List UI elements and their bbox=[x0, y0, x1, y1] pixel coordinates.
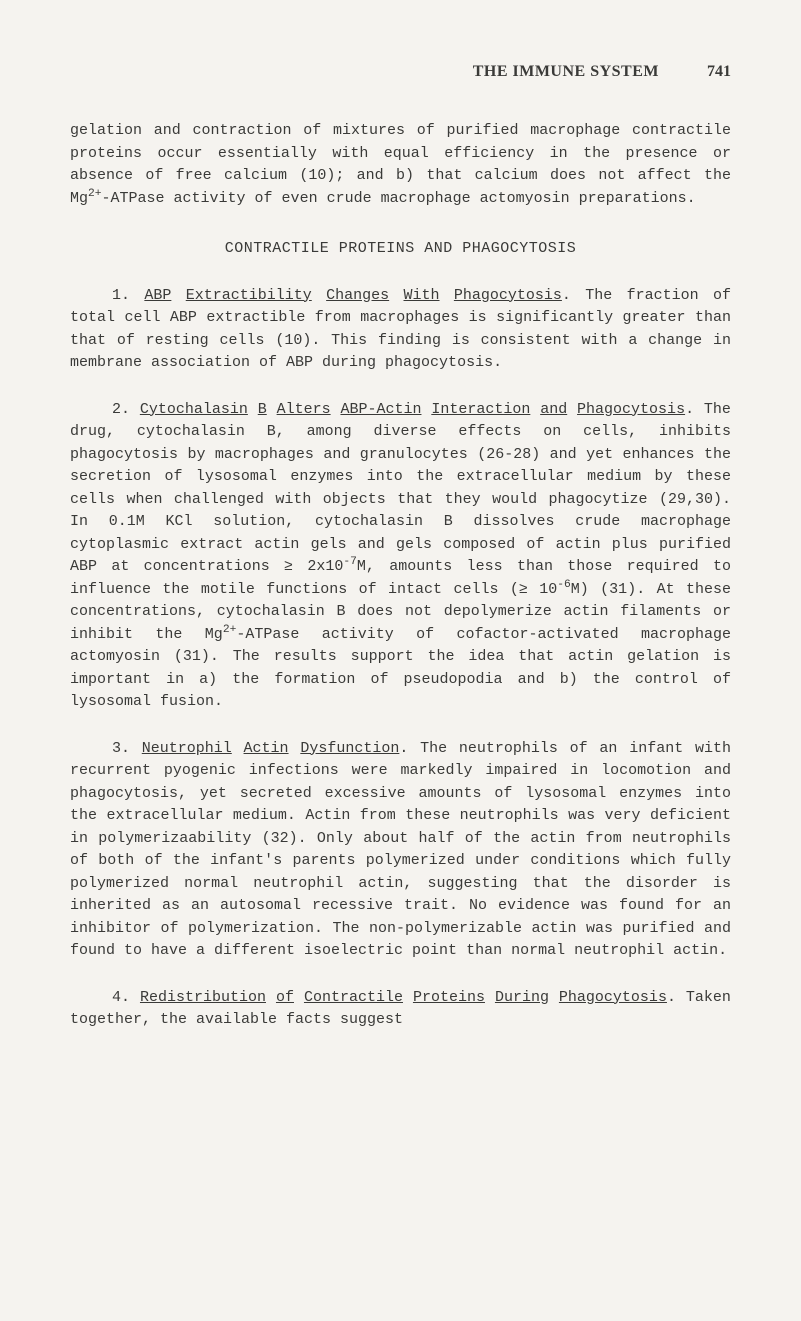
item-4-u2: of bbox=[276, 989, 294, 1006]
sp bbox=[289, 740, 301, 757]
item-2-u2: B bbox=[258, 401, 267, 418]
sp bbox=[421, 401, 431, 418]
item-1-u5: Phagocytosis bbox=[454, 287, 562, 304]
sp bbox=[232, 740, 244, 757]
item-1-u3: Changes bbox=[326, 287, 389, 304]
item-4-u6: Phagocytosis bbox=[559, 989, 667, 1006]
item-2-u7: Phagocytosis bbox=[577, 401, 685, 418]
page-number: 741 bbox=[707, 60, 731, 84]
item-2-u6: and bbox=[540, 401, 567, 418]
section-heading: CONTRACTILE PROTEINS AND PHAGOCYTOSIS bbox=[70, 238, 731, 261]
item-1-u1: ABP bbox=[144, 287, 171, 304]
sp bbox=[485, 989, 495, 1006]
item-2-sup3: 2+ bbox=[223, 624, 237, 636]
item-2-paragraph: 2. Cytochalasin B Alters ABP-Actin Inter… bbox=[70, 399, 731, 714]
item-2-u4: ABP-Actin bbox=[340, 401, 421, 418]
item-3-paragraph: 3. Neutrophil Actin Dysfunction. The neu… bbox=[70, 738, 731, 963]
item-2-sup2: -6 bbox=[557, 579, 571, 591]
item-4-u4: Proteins bbox=[413, 989, 485, 1006]
item-4-paragraph: 4. Redistribution of Contractile Protein… bbox=[70, 987, 731, 1032]
item-3-number: 3. bbox=[112, 740, 142, 757]
page-header: THE IMMUNE SYSTEM 741 bbox=[70, 60, 731, 84]
sp bbox=[171, 287, 185, 304]
item-4-u3: Contractile bbox=[304, 989, 403, 1006]
item-1-u2: Extractibility bbox=[186, 287, 312, 304]
intro-text-post: -ATPase activity of even crude macrophag… bbox=[102, 190, 696, 207]
sp bbox=[266, 989, 276, 1006]
sp bbox=[567, 401, 577, 418]
sp bbox=[267, 401, 277, 418]
item-2-u1: Cytochalasin bbox=[140, 401, 248, 418]
item-3-u1: Neutrophil bbox=[142, 740, 232, 757]
item-2-sup1: -7 bbox=[343, 556, 357, 568]
item-2-u3: Alters bbox=[277, 401, 331, 418]
item-4-u5: During bbox=[495, 989, 549, 1006]
sp bbox=[440, 287, 454, 304]
sp bbox=[403, 989, 413, 1006]
sp bbox=[312, 287, 326, 304]
sp bbox=[530, 401, 540, 418]
item-4-u1: Redistribution bbox=[140, 989, 266, 1006]
item-3-tail: . The neutrophils of an infant with recu… bbox=[70, 740, 731, 960]
sp bbox=[331, 401, 341, 418]
item-4-number: 4. bbox=[112, 989, 140, 1006]
item-2-number: 2. bbox=[112, 401, 140, 418]
item-1-paragraph: 1. ABP Extractibility Changes With Phago… bbox=[70, 285, 731, 375]
item-3-u2: Actin bbox=[244, 740, 289, 757]
item-1-u4: With bbox=[404, 287, 440, 304]
item-1-number: 1. bbox=[112, 287, 144, 304]
sp bbox=[389, 287, 403, 304]
item-3-u3: Dysfunction bbox=[300, 740, 399, 757]
sp bbox=[248, 401, 258, 418]
header-title: THE IMMUNE SYSTEM bbox=[473, 60, 659, 84]
sp bbox=[294, 989, 304, 1006]
intro-superscript: 2+ bbox=[88, 188, 102, 200]
item-2-t1: . The drug, cytochalasin B, among divers… bbox=[70, 401, 731, 576]
sp bbox=[549, 989, 559, 1006]
document-page: THE IMMUNE SYSTEM 741 gelation and contr… bbox=[0, 0, 801, 1106]
item-2-u5: Interaction bbox=[431, 401, 530, 418]
intro-paragraph: gelation and contraction of mixtures of … bbox=[70, 120, 731, 210]
